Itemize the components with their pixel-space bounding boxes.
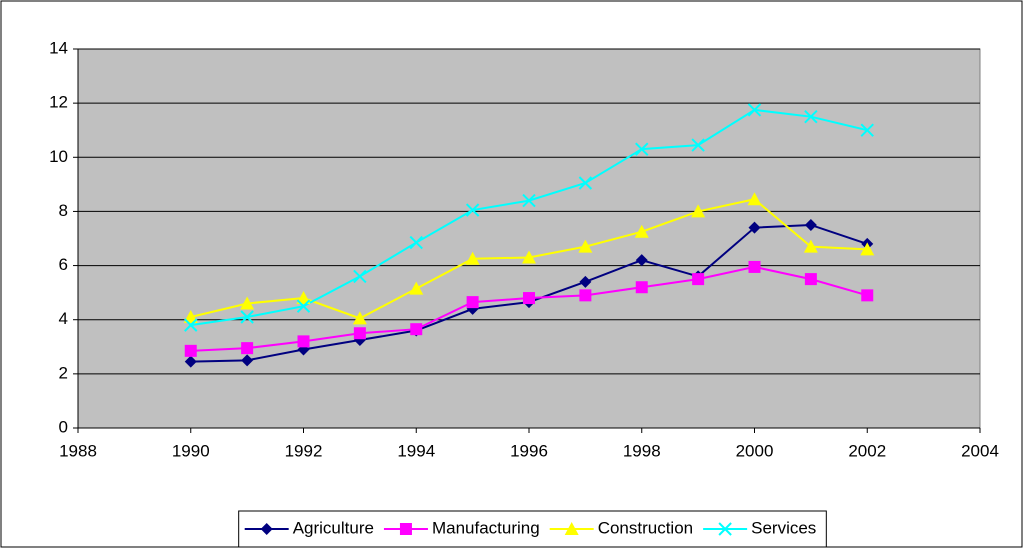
marker xyxy=(409,235,423,250)
marker xyxy=(353,269,367,284)
marker xyxy=(692,273,705,286)
marker xyxy=(296,299,311,313)
marker xyxy=(184,318,198,332)
marker xyxy=(297,335,310,348)
x-tick-label: 1998 xyxy=(623,441,661,460)
y-tick-label: 2 xyxy=(59,363,68,382)
marker xyxy=(579,289,592,302)
marker xyxy=(861,289,874,302)
x-tick-label: 2002 xyxy=(848,441,886,460)
marker xyxy=(522,193,536,208)
legend-entry: Manufacturing xyxy=(383,518,540,537)
marker xyxy=(578,239,593,253)
marker xyxy=(691,138,705,152)
legend-label: Construction xyxy=(598,518,693,537)
y-tick-label: 14 xyxy=(49,38,68,57)
y-tick-label: 10 xyxy=(49,147,68,166)
marker xyxy=(296,291,311,305)
marker xyxy=(578,176,593,190)
marker xyxy=(804,218,817,231)
marker xyxy=(241,354,254,367)
marker xyxy=(804,109,818,124)
marker xyxy=(748,221,761,234)
x-tick-label: 1992 xyxy=(285,441,323,460)
x-tick-label: 2004 xyxy=(961,441,999,460)
marker xyxy=(260,523,273,535)
marker xyxy=(409,281,424,295)
legend-label: Agriculture xyxy=(293,518,374,537)
marker xyxy=(718,522,732,536)
marker xyxy=(523,292,535,305)
legend-label: Manufacturing xyxy=(432,518,540,537)
marker xyxy=(465,203,480,217)
marker xyxy=(466,296,479,309)
marker xyxy=(240,310,254,324)
y-tick-label: 12 xyxy=(49,93,68,112)
marker xyxy=(860,242,875,256)
marker xyxy=(352,311,367,325)
marker xyxy=(183,310,198,324)
marker xyxy=(747,192,762,206)
marker xyxy=(635,281,648,294)
marker xyxy=(410,323,423,336)
marker xyxy=(184,344,197,357)
y-tick-label: 8 xyxy=(59,201,68,220)
marker xyxy=(748,260,761,273)
y-tick-label: 4 xyxy=(59,309,68,328)
x-tick-label: 1990 xyxy=(172,441,210,460)
marker xyxy=(579,275,592,288)
y-tick-label: 6 xyxy=(59,255,68,274)
x-tick-label: 1988 xyxy=(59,441,97,460)
marker xyxy=(803,239,818,253)
marker xyxy=(241,342,254,355)
marker xyxy=(522,250,536,264)
marker xyxy=(465,251,480,265)
marker xyxy=(240,296,255,310)
legend: Agriculture Manufacturing Construction Serv… xyxy=(244,518,816,537)
marker xyxy=(635,142,649,156)
y-tick-label: 0 xyxy=(59,417,68,436)
legend-entry: Construction xyxy=(549,518,693,537)
marker xyxy=(184,355,197,368)
marker xyxy=(634,224,649,238)
x-tick-label: 1994 xyxy=(397,441,435,460)
marker xyxy=(635,254,648,267)
x-tick-label: 1996 xyxy=(510,441,548,460)
marker xyxy=(747,103,762,117)
legend-label: Services xyxy=(751,518,816,537)
marker xyxy=(804,273,817,286)
marker xyxy=(564,522,579,535)
marker xyxy=(399,523,412,535)
plot-area xyxy=(77,48,981,429)
marker xyxy=(691,204,706,218)
legend-entry: Agriculture xyxy=(244,518,374,537)
marker xyxy=(353,327,366,340)
marker xyxy=(860,123,874,137)
x-tick-label: 2000 xyxy=(736,441,774,460)
legend-entry: Services xyxy=(703,518,816,537)
